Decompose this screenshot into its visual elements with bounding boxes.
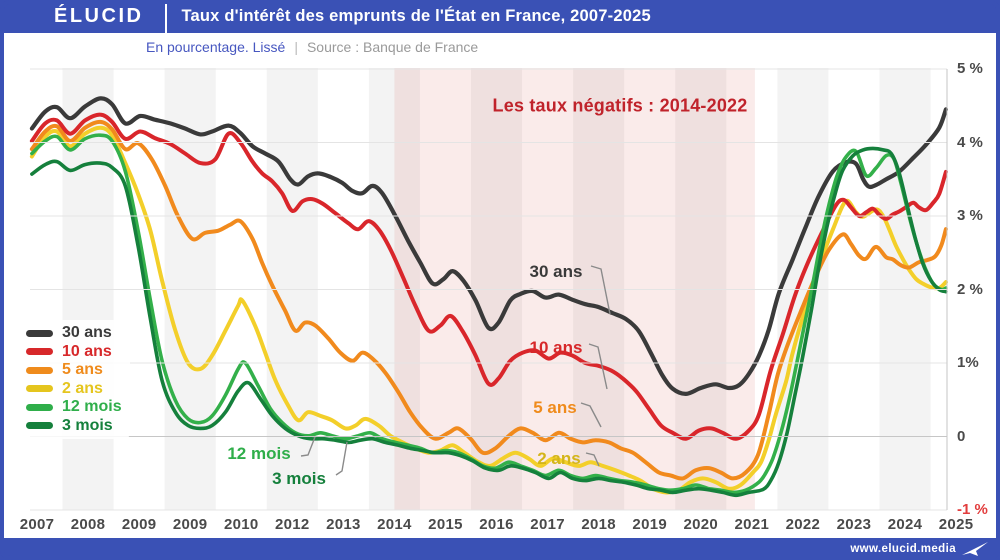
legend-label-2-ans: 2 ans: [62, 379, 103, 397]
legend-label-5-ans: 5 ans: [62, 361, 103, 379]
label-leader-12-mois: [300, 436, 316, 457]
series-label-5-ans: 5 ans: [533, 398, 577, 417]
label-leader-2-ans: [585, 452, 600, 467]
legend-item-3-mois: 3 mois: [26, 417, 122, 436]
label-leader-5-ans: [580, 402, 602, 428]
legend-item-10-ans: 10 ans: [26, 343, 122, 362]
x-tick-label-12: 2019: [632, 516, 667, 533]
x-tick-label-11: 2018: [581, 516, 616, 533]
x-tick-label-18: 2025: [938, 516, 974, 533]
unit-note: En pourcentage. Lissé: [146, 38, 286, 55]
elucid-logo: ÉLUCID: [54, 5, 144, 27]
legend-swatch-12-mois: [26, 403, 53, 411]
x-tick-label-6: 2013: [326, 516, 361, 533]
subheader-divider: |: [294, 38, 298, 55]
series-path-10-ans: [29, 112, 948, 441]
legend-label-3-mois: 3 mois: [62, 416, 113, 434]
website-link[interactable]: www.elucid.media: [850, 543, 956, 555]
label-leader-30-ans: [590, 265, 611, 315]
x-tick-label-10: 2017: [530, 516, 565, 533]
legend-item-30-ans: 30 ans: [26, 324, 122, 343]
x-tick-label-3: 2009: [172, 516, 208, 533]
legend-label-12-mois: 12 mois: [62, 398, 122, 416]
series-label-2-ans: 2 ans: [537, 449, 581, 468]
series-path-30-ans: [29, 96, 948, 396]
y-tick-label-5%: 5 %: [957, 60, 983, 77]
x-tick-label-17: 2024: [887, 516, 923, 533]
legend-label-10-ans: 10 ans: [62, 342, 112, 360]
y-tick-label-1%: 1%: [957, 354, 979, 371]
legend-item-2-ans: 2 ans: [26, 380, 122, 399]
y-tick-label-3%: 3 %: [957, 207, 983, 224]
x-tick-label-7: 2014: [377, 516, 412, 533]
x-tick-label-16: 2023: [836, 516, 872, 533]
legend-label-30-ans: 30 ans: [62, 324, 112, 342]
legend-item-12-mois: 12 mois: [26, 398, 122, 417]
legend-swatch-5-ans: [26, 366, 53, 374]
x-tick-label-8: 2015: [428, 516, 463, 533]
negative-rates-annotation: Les taux négatifs : 2014-2022: [492, 95, 748, 116]
y-tick-label-2%: 2 %: [957, 280, 983, 298]
legend-swatch-3-mois: [26, 422, 53, 430]
series-label-3-mois: 3 mois: [272, 469, 326, 488]
footer-bar: www.elucid.media: [0, 538, 1000, 560]
series-path-3-mois: [30, 146, 948, 498]
legend-swatch-10-ans: [26, 348, 53, 356]
legend-swatch-30-ans: [26, 329, 53, 337]
x-tick-label-4: 2010: [223, 516, 259, 533]
series-path-2-ans: [29, 125, 948, 495]
legend-swatch-2-ans: [26, 385, 53, 393]
legend: 30 ans 10 ans 5 ans 2 ans 12 mois 3 mois: [22, 320, 130, 439]
x-tick-label-13: 2020: [683, 516, 719, 533]
x-tick-label-5: 2012: [275, 516, 310, 533]
subheader-bar: En pourcentage. Lissé | Source : Banque …: [0, 33, 1000, 60]
x-tick-label-0: 2007: [19, 516, 55, 533]
legend-item-5-ans: 5 ans: [26, 361, 122, 380]
elucid-arrow-icon: [962, 542, 988, 556]
label-leader-10-ans: [588, 343, 608, 390]
series-label-10-ans: 10 ans: [529, 338, 583, 357]
x-tick-label-14: 2021: [734, 516, 770, 533]
y-tick-label--1%: -1 %: [957, 501, 988, 518]
x-tick-label-1: 2008: [70, 516, 106, 533]
header-divider: [165, 0, 168, 33]
series-label-30-ans: 30 ans: [529, 262, 583, 281]
series-label-12-mois: 12 mois: [227, 444, 291, 463]
header-bar: ÉLUCID Taux d'intérêt des emprunts de l'…: [0, 0, 1000, 33]
page-title: Taux d'intérêt des emprunts de l'État en…: [181, 7, 651, 25]
source-note: Source : Banque de France: [306, 38, 479, 55]
label-leader-3-mois: [335, 441, 348, 476]
y-tick-label-0: 0: [957, 427, 966, 445]
series-path-5-ans: [29, 119, 948, 481]
y-tick-label-4%: 4 %: [957, 133, 983, 151]
x-tick-label-2: 2009: [121, 516, 157, 533]
x-tick-label-15: 2022: [785, 516, 821, 533]
x-tick-label-9: 2016: [479, 516, 514, 533]
